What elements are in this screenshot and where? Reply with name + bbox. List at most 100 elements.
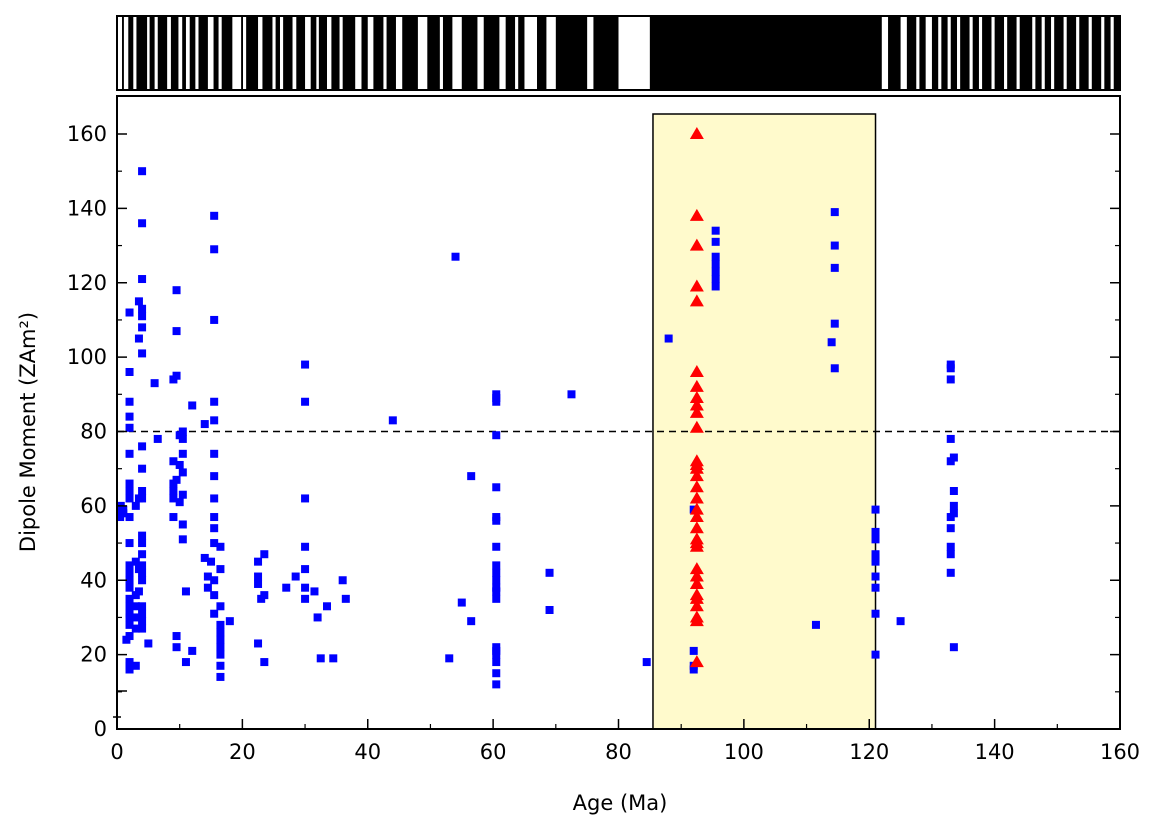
data-point-triangle [689,365,704,377]
data-point-square [175,498,184,507]
x-tick-label: 80 [605,740,632,764]
y-tick-label: 160 [67,122,107,146]
polarity-reversed-interval [147,16,150,90]
data-point-square [492,669,501,678]
data-point-square [125,449,134,458]
data-point-square [492,542,501,551]
data-point-square [216,643,225,652]
data-point-square [125,423,134,432]
polarity-reversed-interval [178,16,183,90]
data-point-square [341,594,350,603]
y-tick-label: 80 [80,420,107,444]
series-red-triangles [689,127,704,668]
data-point-square [711,260,720,269]
data-point-square [301,542,310,551]
polarity-reversed-interval [207,16,214,90]
x-tick-label: 120 [849,740,889,764]
data-point-square [216,635,225,644]
polarity-reversed-interval [881,16,889,90]
data-point-square [216,661,225,670]
polarity-reversed-interval [185,16,190,90]
data-point-square [492,576,501,585]
data-point-square [131,557,140,566]
data-point-square [467,617,476,626]
data-point-triangle [689,510,704,523]
data-point-square [946,550,955,559]
data-point-triangle [689,391,704,404]
data-point-square [178,468,187,477]
data-point-square [642,658,651,667]
data-point-square [178,449,187,458]
data-point-square [313,613,322,622]
data-point-square [200,553,209,562]
data-point-square [871,527,880,536]
data-point-triangle [689,576,704,589]
polarity-reversed-interval [546,16,556,90]
data-point-square [949,453,958,462]
data-point-square [138,609,147,618]
data-point-square [946,542,955,551]
data-point-square [125,594,134,603]
data-point-triangle [689,502,704,515]
polarity-reversed-interval [395,16,403,90]
data-point-square [138,349,147,358]
y-axis-title: Dipole Moment (ZAm²) [16,312,40,552]
data-point-triangle [689,569,704,582]
polarity-reversed-interval [367,16,374,90]
data-point-square [172,632,181,641]
polarity-reversed-interval [1110,16,1114,90]
data-point-square [830,263,839,272]
polarity-reversed-interval [618,16,650,90]
y-axis-break-mark [113,690,127,718]
data-point-square [301,583,310,592]
y-tick-label: 0 [94,717,107,741]
polarity-reversed-interval [167,16,171,90]
x-tick-label: 40 [354,740,381,764]
data-point-square [830,208,839,217]
data-point-triangle [689,480,704,493]
data-point-square [125,479,134,488]
data-point-square [181,587,190,596]
data-point-square [871,572,880,581]
data-point-square [178,490,187,499]
data-point-triangle [689,491,704,504]
data-point-square [871,505,880,514]
data-point-square [310,587,319,596]
data-point-square [291,572,300,581]
polarity-reversed-interval [133,16,137,90]
polarity-reversed-intervals [117,16,1114,90]
data-point-square [492,658,501,667]
polarity-reversed-interval [938,16,942,90]
data-point-square [949,643,958,652]
data-point-triangle [689,294,704,307]
data-point-square [949,509,958,518]
polarity-reversed-interval [243,16,247,90]
data-point-square [711,275,720,284]
data-point-square [492,643,501,652]
polarity-reversed-interval [1032,16,1036,90]
polarity-reversed-interval [316,16,319,90]
polarity-reversed-interval [1076,16,1080,90]
data-point-triangle [689,521,704,534]
y-tick-label: 40 [80,568,107,592]
data-point-square [896,617,905,626]
data-point-square [131,661,140,670]
data-point-square [138,539,147,548]
polarity-reversed-interval [1051,16,1055,90]
data-point-square [216,628,225,637]
x-tick-label: 60 [480,740,507,764]
polarity-reversed-interval [154,16,158,90]
data-point-square [711,237,720,246]
polarity-reversed-interval [305,16,311,90]
x-tick-label: 140 [975,740,1015,764]
data-point-square [316,654,325,663]
y-tick-label: 60 [80,494,107,518]
polarity-reversed-interval [279,16,284,90]
polarity-reversed-interval [383,16,387,90]
data-point-square [131,501,140,510]
data-point-triangle [689,420,704,433]
data-point-square [125,568,134,577]
data-point-square [169,494,178,503]
data-point-square [492,594,501,603]
